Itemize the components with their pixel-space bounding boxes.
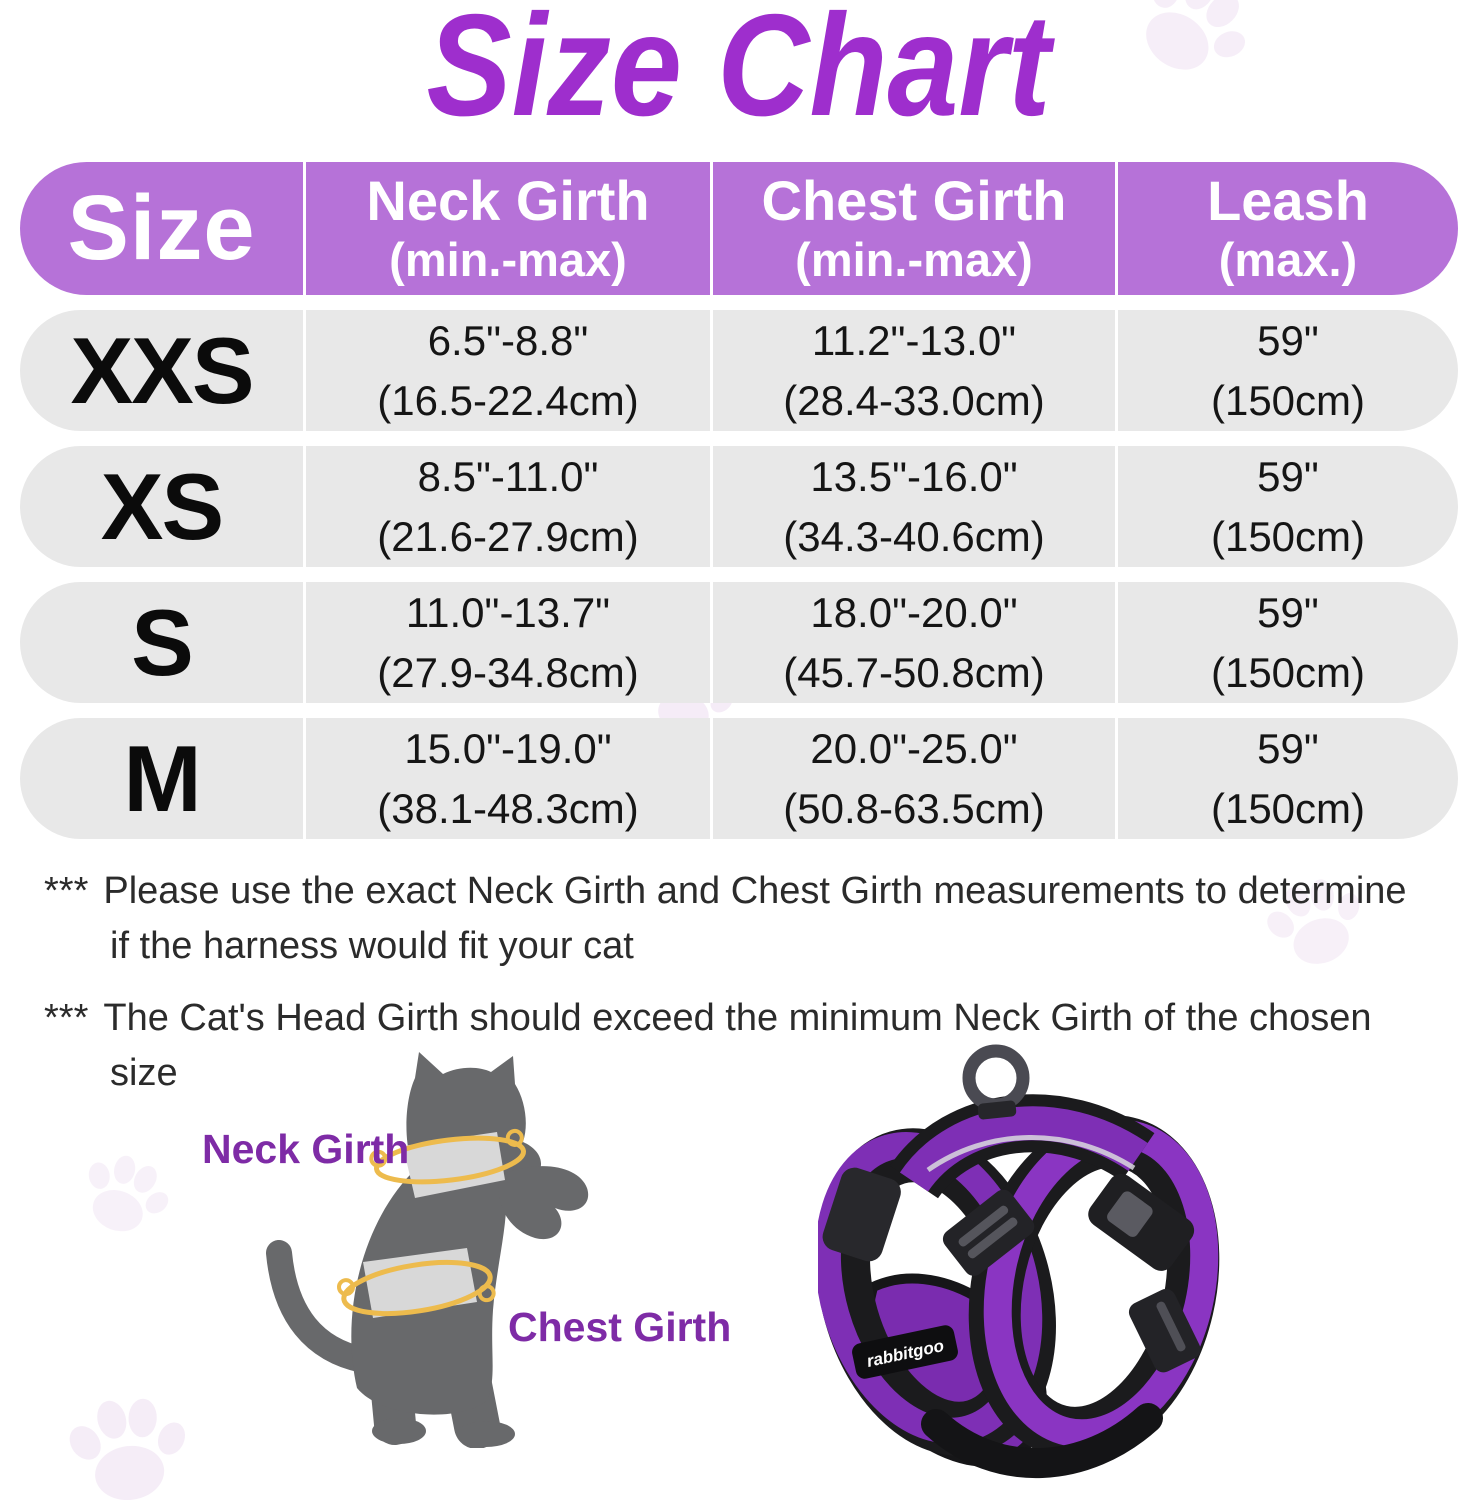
d-ring-mount — [977, 1100, 1017, 1120]
harness-product-photo: rabbitgoo — [818, 1044, 1220, 1478]
header-neck-girth: Neck Girth (min.-max) — [306, 162, 713, 295]
header-leash-sub: (max.) — [1218, 233, 1358, 287]
size-cell: XXS — [20, 310, 306, 431]
size-cell: XS — [20, 446, 306, 567]
leash-cell: 59" (150cm) — [1210, 724, 1366, 832]
leash-cell: 59" (150cm) — [1210, 316, 1366, 424]
harness-side-buckle — [822, 1167, 901, 1262]
cat-tail — [266, 1240, 376, 1373]
footnote-text: The Cat's Head Girth should exceed the m… — [103, 996, 1372, 1095]
header-chest-girth: Chest Girth (min.-max) — [713, 162, 1118, 295]
paw-print-icon — [68, 1142, 183, 1246]
table-header-row: Size Neck Girth (min.-max) Chest Girth (… — [20, 162, 1458, 295]
footnotes: *** Please use the exact Neck Girth and C… — [44, 864, 1448, 1118]
page-title-text: Size Chart — [426, 0, 1051, 146]
header-leash: Leash (max.) — [1118, 162, 1458, 295]
chest-measure-ring — [336, 1260, 496, 1316]
brand-tag: rabbitgoo — [852, 1325, 958, 1379]
header-size: Size — [20, 162, 306, 295]
table-row-xxs: XXS 6.5"-8.8" (16.5-22.4cm) 11.2"-13.0" … — [20, 310, 1458, 431]
header-chest-girth-sub: (min.-max) — [795, 233, 1033, 287]
chest-girth-cell: 18.0"-20.0" (45.7-50.8cm) — [713, 582, 1118, 703]
neck-measure-ring — [369, 1128, 526, 1185]
leash-cell: 59" (150cm) — [1210, 588, 1366, 696]
neck-girth-cell: 15.0"-19.0" (38.1-48.3cm) — [306, 718, 713, 839]
footnote-marker: *** — [44, 870, 89, 912]
neck-girth-cell: 11.0"-13.7" (27.9-34.8cm) — [306, 582, 713, 703]
neck-girth-cell: 6.5"-8.8" (16.5-22.4cm) — [306, 310, 713, 431]
neck-girth-cell: 8.5"-11.0" (21.6-27.9cm) — [306, 446, 713, 567]
footnote-marker: *** — [44, 996, 89, 1039]
harness-bottom-trim — [921, 1403, 1163, 1478]
table-row-xs: XS 8.5"-11.0" (21.6-27.9cm) 13.5"-16.0" … — [20, 446, 1458, 567]
footnote-text: Please use the exact Neck Girth and Ches… — [103, 870, 1407, 968]
cat-front-paws — [498, 1166, 589, 1240]
chest-girth-diagram-label: Chest Girth — [508, 1304, 732, 1350]
leash-cell: 59" (150cm) — [1210, 452, 1366, 560]
harness-top-strap — [899, 1106, 1148, 1193]
size-table: Size Neck Girth (min.-max) Chest Girth (… — [20, 162, 1458, 854]
table-row-s: S 11.0"-13.7" (27.9-34.8cm) 18.0"-20.0" … — [20, 582, 1458, 703]
table-row-m: M 15.0"-19.0" (38.1-48.3cm) 20.0"-25.0" … — [20, 718, 1458, 839]
paw-print-icon — [58, 1388, 199, 1500]
page-title: Size Chart — [0, 0, 1478, 152]
harness-strap-slider — [942, 1189, 1035, 1276]
header-chest-girth-label: Chest Girth — [761, 169, 1067, 233]
size-cell: M — [20, 718, 306, 839]
footnote-head-girth: *** The Cat's Head Girth should exceed th… — [44, 991, 1448, 1102]
footnote-measurements: *** Please use the exact Neck Girth and C… — [44, 864, 1448, 975]
neck-girth-diagram-label: Neck Girth — [202, 1126, 410, 1172]
header-neck-girth-label: Neck Girth — [366, 169, 650, 233]
chest-girth-cell: 20.0"-25.0" (50.8-63.5cm) — [713, 718, 1118, 839]
size-cell: S — [20, 582, 306, 703]
harness-buckle — [1088, 1173, 1195, 1271]
header-leash-label: Leash — [1207, 169, 1369, 233]
header-size-label: Size — [67, 177, 256, 279]
harness-lower-slider — [1128, 1288, 1201, 1373]
chest-girth-cell: 11.2"-13.0" (28.4-33.0cm) — [713, 310, 1118, 431]
reflective-piping — [926, 1135, 1136, 1173]
chest-girth-cell: 13.5"-16.0" (34.3-40.6cm) — [713, 446, 1118, 567]
cat-silhouette-illustration — [266, 1052, 589, 1448]
header-neck-girth-sub: (min.-max) — [389, 233, 627, 287]
leash-d-ring — [962, 1044, 1030, 1112]
chest-band — [363, 1248, 477, 1318]
